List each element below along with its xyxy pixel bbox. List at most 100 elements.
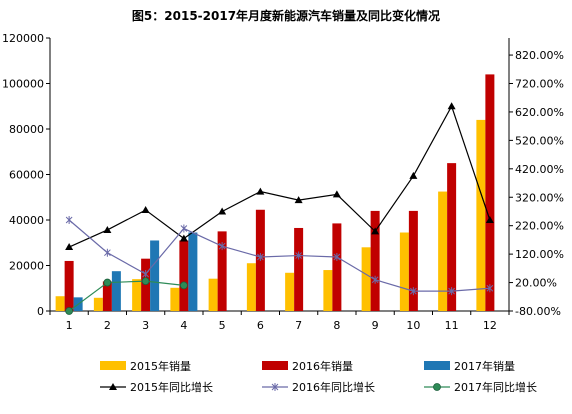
bar-2-9 [370,210,380,311]
line-series-2 [68,219,490,292]
line-2-point [333,252,341,261]
right-axis-tick-label: 820.00% [515,49,564,62]
bar-2-1 [64,260,74,311]
right-axis-tick-label: 220.00% [515,220,564,233]
right-axis-tick-label: -80.00% [515,305,561,318]
bar-1-5 [208,278,218,311]
bar-2-5 [217,231,227,311]
bar-1-11 [438,191,448,311]
line-2-point [257,252,264,261]
legend-label-bar-2: 2016年销量 [292,359,353,373]
line-2-point [65,216,73,224]
right-axis-tick-label: 420.00% [515,163,564,176]
chart-title: 图5：2015-2017年月度新能源汽车销量及同比变化情况 [132,8,440,23]
line-2-point [180,224,188,233]
line-3-point [65,307,74,315]
line-1-point [179,234,188,242]
bar-3-3 [150,240,160,311]
x-axis-tick-label: 4 [180,319,187,332]
right-axis-tick-label: 20.00% [515,277,557,290]
line-2-point [218,242,226,251]
x-axis-tick-label: 9 [372,319,379,332]
x-axis-tick-label: 7 [295,319,302,332]
line-series-1 [68,104,491,248]
bar-2-11 [447,163,457,311]
legend-marker-line-3 [433,383,441,391]
bar-1-8 [323,270,333,311]
bar-1-10 [399,232,409,311]
x-axis-tick-label: 6 [257,319,264,332]
line-1-point [141,206,150,214]
line-series-3 [68,280,184,312]
plot-area: 0 20000 40000 60000 80000 100000 120000 -80.00%… [2,32,564,332]
legend-label-line-3: 2017年同比增长 [454,380,537,394]
bar-2-4 [179,240,189,311]
line-2-point [104,248,111,257]
line-1-point [447,102,456,110]
legend-marker-line-2 [271,383,279,391]
right-axis-tick-label: 720.00% [515,78,564,91]
legend-label-line-1: 2015年同比增长 [130,380,213,394]
line-3-point [179,281,188,290]
right-axis-tick-label: 320.00% [515,191,564,204]
bar-3-4 [188,232,198,311]
x-axis-tick-label: 1 [66,319,73,332]
line-2-point [295,251,302,260]
x-axis-tick-label: 10 [406,319,420,332]
x-axis-tick-label: 5 [219,319,226,332]
x-axis-tick-label: 2 [104,319,111,332]
right-axis-tick-label: 120.00% [515,248,564,261]
legend-label-bar-1: 2015年销量 [130,359,191,373]
legend: 2015年销量 2016年销量 2017年销量 2015年同比增长 2016年同比增长 2… [100,359,537,394]
line-1-point [409,171,418,179]
left-axis-tick-label: 80000 [9,123,44,136]
legend-marker-line-1 [109,383,117,390]
x-axis-tick-label: 12 [483,319,497,332]
x-axis-tick-label: 8 [333,319,340,332]
bar-1-2 [93,297,103,311]
left-axis-tick-label: 0 [37,305,44,318]
line-1-point [332,190,341,198]
bar-1-9 [361,247,371,311]
bar-2-2 [102,281,112,311]
line-1-point [103,225,112,233]
line-3-point [103,278,112,287]
bar-1-7 [285,272,295,311]
x-axis-tick-label: 11 [445,319,459,332]
left-axis-tick-label: 120000 [2,32,44,45]
left-axis-tick-label: 60000 [9,169,44,182]
legend-swatch-bar-3 [424,361,450,370]
line-2-point [371,275,379,284]
line-1-point [294,196,303,204]
right-axis-tick-label: 520.00% [515,134,564,147]
line-1-point [371,227,380,235]
line-2-point [410,287,417,296]
bar-2-12 [485,74,495,312]
bar-3-2 [111,271,121,311]
bar-1-4 [170,287,180,311]
bar-1-1 [55,296,65,311]
line-1-point [485,216,494,223]
right-axis-tick-label: 620.00% [515,106,564,119]
legend-swatch-bar-1 [100,361,126,370]
line-3-point [141,277,150,286]
line-2-point [448,287,455,296]
line-2-point [486,284,494,293]
bar-1-12 [476,119,486,312]
bar-2-7 [294,227,304,311]
x-axis-tick-label: 3 [142,319,149,332]
line-1-point [256,187,265,195]
legend-swatch-bar-2 [262,361,288,370]
left-axis-tick-label: 100000 [2,78,44,91]
left-axis-tick-label: 40000 [9,214,44,227]
line-1-point [218,207,227,215]
line-2-point [142,270,149,279]
legend-label-bar-3: 2017年销量 [454,359,515,373]
bar-2-10 [408,210,418,311]
bar-1-6 [246,263,256,311]
bar-2-8 [332,223,342,311]
line-1-point [65,243,74,251]
bar-1-3 [132,279,142,311]
left-axis-tick-label: 20000 [9,260,44,273]
